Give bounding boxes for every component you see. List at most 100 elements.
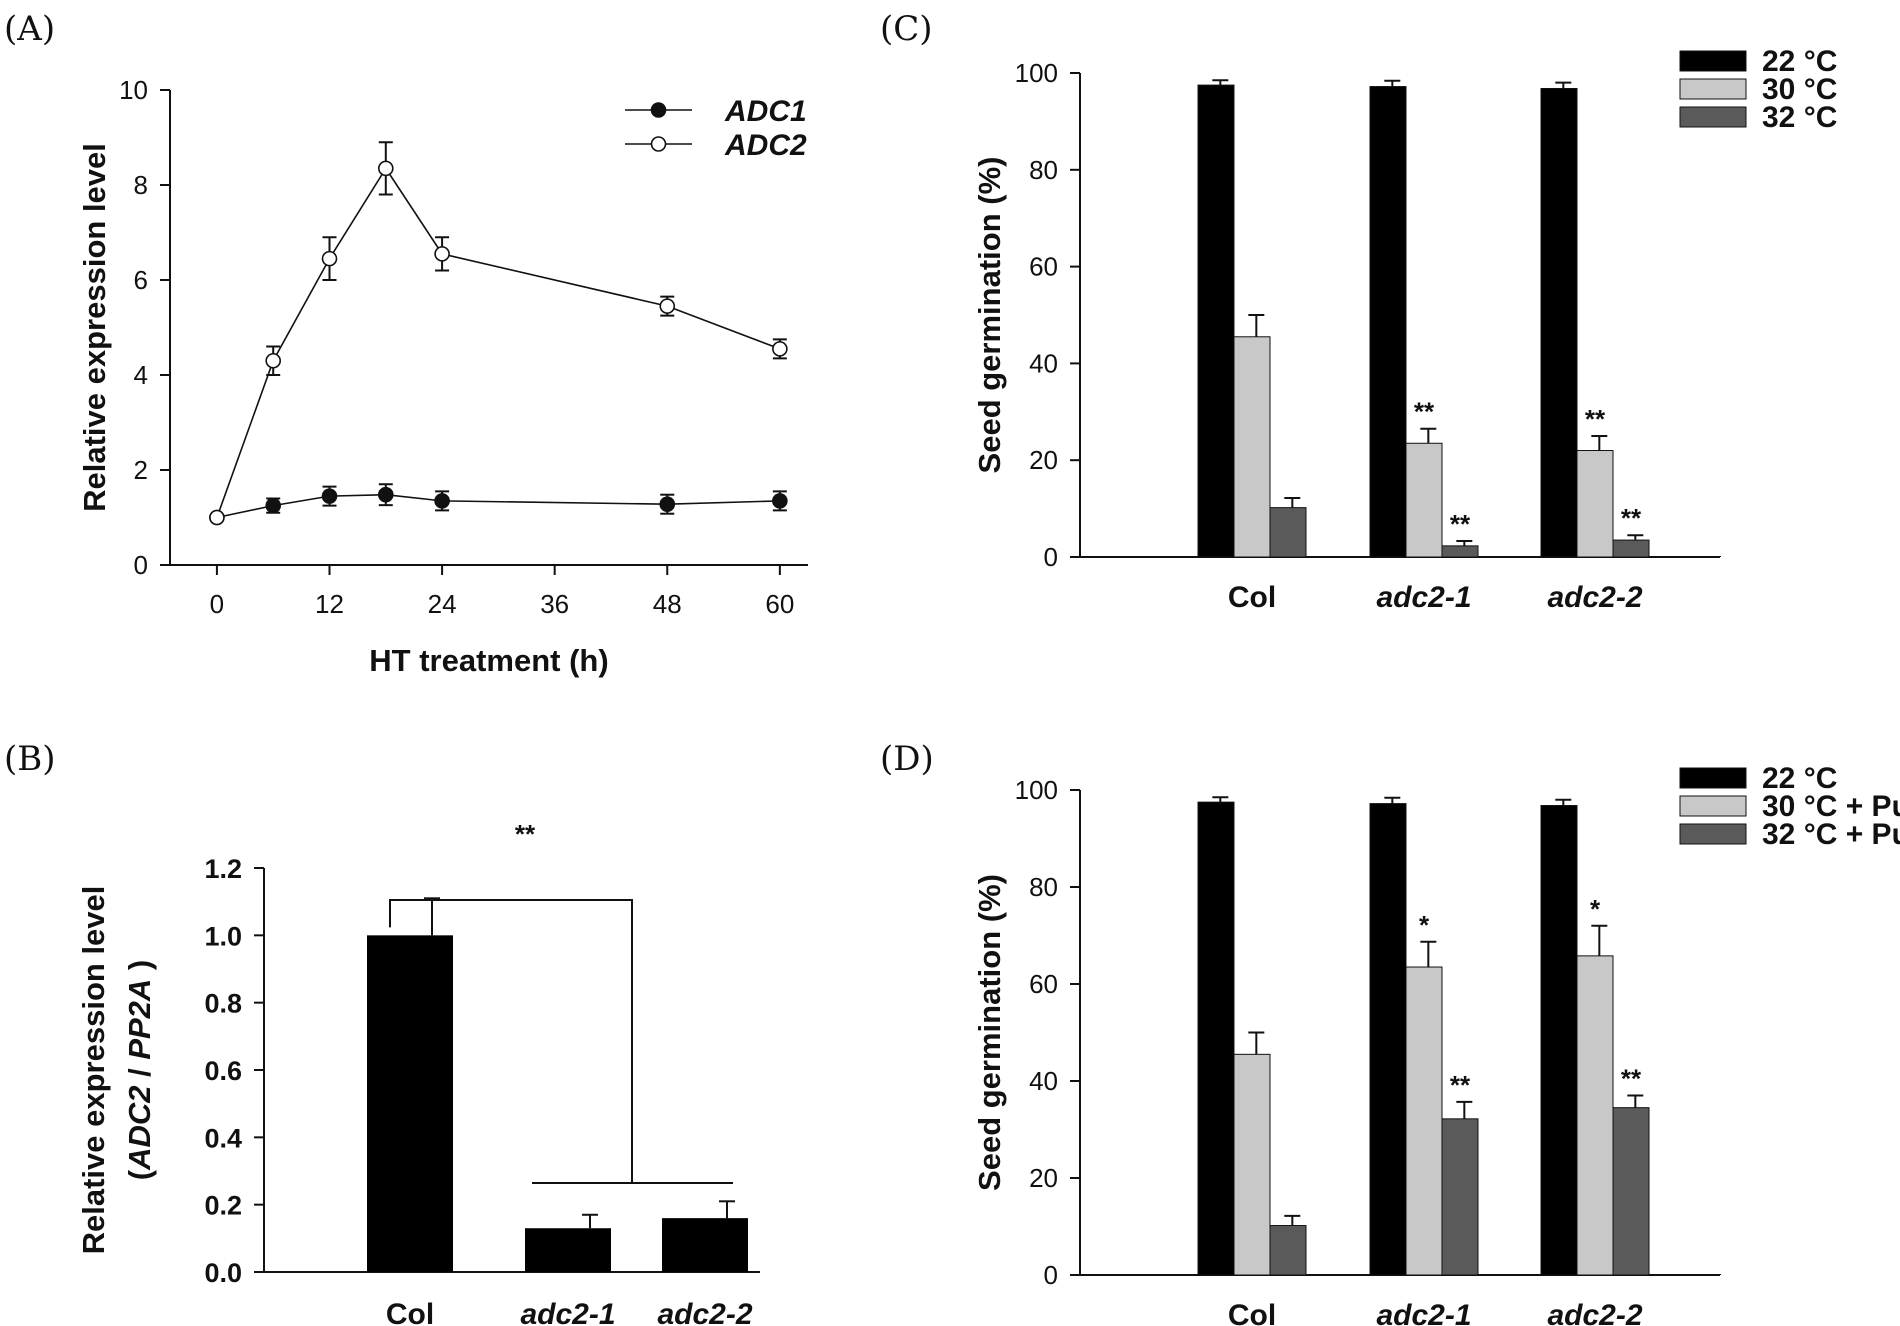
data-point-ADC1 xyxy=(659,496,676,513)
bar-adc2-2-22 °C xyxy=(1540,805,1578,1276)
significance-mark: ** xyxy=(1621,503,1642,533)
bar-adc2-2-30 °C + Put xyxy=(1576,955,1614,1276)
legend-label: ADC2 xyxy=(724,129,807,162)
category-label: Col xyxy=(1228,581,1276,614)
data-point-ADC2 xyxy=(321,250,338,267)
bar-Col xyxy=(367,935,453,1272)
y-tick-label: 0.2 xyxy=(204,1191,242,1221)
x-tick-label: 24 xyxy=(428,589,457,619)
y-tick-label: 20 xyxy=(1029,445,1058,475)
y-tick-label: 40 xyxy=(1029,1066,1058,1096)
x-tick-label: 48 xyxy=(653,589,682,619)
category-label: adc2-1 xyxy=(1376,581,1471,614)
legend-label: 32 °C xyxy=(1762,101,1837,134)
y-axis-title-part: ( xyxy=(122,1169,157,1180)
significance-mark: ** xyxy=(1450,1070,1471,1100)
y-tick-label: 0.4 xyxy=(204,1123,242,1153)
category-label: adc2-2 xyxy=(1547,1299,1642,1326)
y-tick-label: 4 xyxy=(134,360,148,390)
panel-label-d: (D) xyxy=(880,739,934,779)
significance-mark: ** xyxy=(1450,509,1471,539)
data-point-ADC1 xyxy=(321,488,338,504)
bar-adc2-2-32 °C xyxy=(1612,539,1650,558)
bar-adc2-1 xyxy=(525,1228,611,1272)
category-label: Col xyxy=(386,1298,434,1326)
significance-mark: ** xyxy=(1621,1064,1642,1094)
y-tick-label: 6 xyxy=(134,265,148,295)
bar-Col-22 °C xyxy=(1197,84,1235,558)
y-tick-label: 1.2 xyxy=(204,854,242,884)
data-point-ADC1 xyxy=(265,497,282,514)
category-label: adc2-2 xyxy=(1547,581,1642,614)
y-tick-label: 0 xyxy=(1044,542,1058,572)
data-point-ADC2 xyxy=(772,341,788,357)
category-label: Col xyxy=(1228,1299,1276,1326)
bar-adc2-2-30 °C xyxy=(1576,450,1614,558)
legend-marker xyxy=(650,102,667,118)
y-tick-label: 20 xyxy=(1029,1163,1058,1193)
data-point-ADC1 xyxy=(377,486,394,503)
legend-swatch xyxy=(1679,767,1747,789)
data-point-ADC2 xyxy=(434,246,450,262)
legend-label: 22 °C xyxy=(1762,762,1837,795)
bar-Col-30 °C xyxy=(1233,336,1271,558)
y-tick-label: 0 xyxy=(1044,1260,1058,1290)
y-tick-label: 100 xyxy=(1015,58,1058,88)
panel-label-b: (B) xyxy=(4,739,56,779)
y-axis-title: Seed germination (%) xyxy=(972,874,1007,1191)
significance-mark: * xyxy=(1419,910,1430,940)
x-axis-title: HT treatment (h) xyxy=(369,643,608,678)
y-tick-label: 10 xyxy=(119,75,148,105)
legend-label: 30 °C xyxy=(1762,73,1837,106)
y-axis-title: Relative expression level xyxy=(77,143,112,512)
bar-Col-32 °C + Put xyxy=(1269,1225,1307,1276)
bar-adc2-2-22 °C xyxy=(1540,87,1578,558)
bar-adc2-1-22 °C xyxy=(1369,803,1407,1276)
data-point-ADC2 xyxy=(659,298,676,314)
y-tick-label: 1.0 xyxy=(204,921,242,951)
significance-mark: * xyxy=(1590,894,1601,924)
data-point-ADC2 xyxy=(209,509,225,526)
y-tick-label: 2 xyxy=(134,455,148,485)
y-tick-label: 0.6 xyxy=(204,1056,242,1086)
legend-swatch xyxy=(1679,50,1747,72)
y-axis-title-line1: Relative expression level xyxy=(76,886,111,1255)
x-tick-label: 36 xyxy=(540,589,569,619)
panel-label-c: (C) xyxy=(880,9,933,49)
y-axis-title-part: PP2A xyxy=(122,979,157,1060)
y-axis-title-line2: (ADC2 / PP2A ) xyxy=(122,960,157,1181)
category-label: adc2-1 xyxy=(520,1298,615,1326)
y-axis-title: Seed germination (%) xyxy=(972,157,1007,474)
data-point-ADC2 xyxy=(265,352,282,369)
legend-label: 32 °C + Put xyxy=(1762,818,1900,851)
data-point-ADC1 xyxy=(434,493,450,509)
data-point-ADC1 xyxy=(772,493,788,509)
legend-swatch xyxy=(1679,106,1747,128)
bar-adc2-2-32 °C + Put xyxy=(1612,1107,1650,1276)
bar-Col-32 °C xyxy=(1269,507,1307,558)
y-tick-label: 80 xyxy=(1029,872,1058,902)
x-tick-label: 60 xyxy=(765,589,794,619)
legend-label: 22 °C xyxy=(1762,45,1837,78)
y-axis-title-part: / xyxy=(122,1060,157,1086)
x-tick-label: 12 xyxy=(315,589,344,619)
y-tick-label: 60 xyxy=(1029,252,1058,282)
y-tick-label: 80 xyxy=(1029,155,1058,185)
bar-adc2-1-32 °C + Put xyxy=(1441,1118,1479,1276)
y-axis-title-part: ADC2 xyxy=(122,1086,157,1171)
significance-mark: ** xyxy=(1585,404,1606,434)
bar-adc2-2 xyxy=(662,1218,748,1272)
legend-marker xyxy=(650,136,667,152)
y-tick-label: 0.0 xyxy=(204,1258,242,1288)
bar-Col-22 °C xyxy=(1197,801,1235,1276)
legend-swatch xyxy=(1679,795,1747,817)
bar-adc2-1-30 °C + Put xyxy=(1405,966,1443,1276)
bar-adc2-1-32 °C xyxy=(1441,545,1479,558)
legend-swatch xyxy=(1679,78,1747,100)
y-tick-label: 100 xyxy=(1015,775,1058,805)
y-tick-label: 8 xyxy=(134,170,148,200)
bar-Col-30 °C + Put xyxy=(1233,1053,1271,1276)
